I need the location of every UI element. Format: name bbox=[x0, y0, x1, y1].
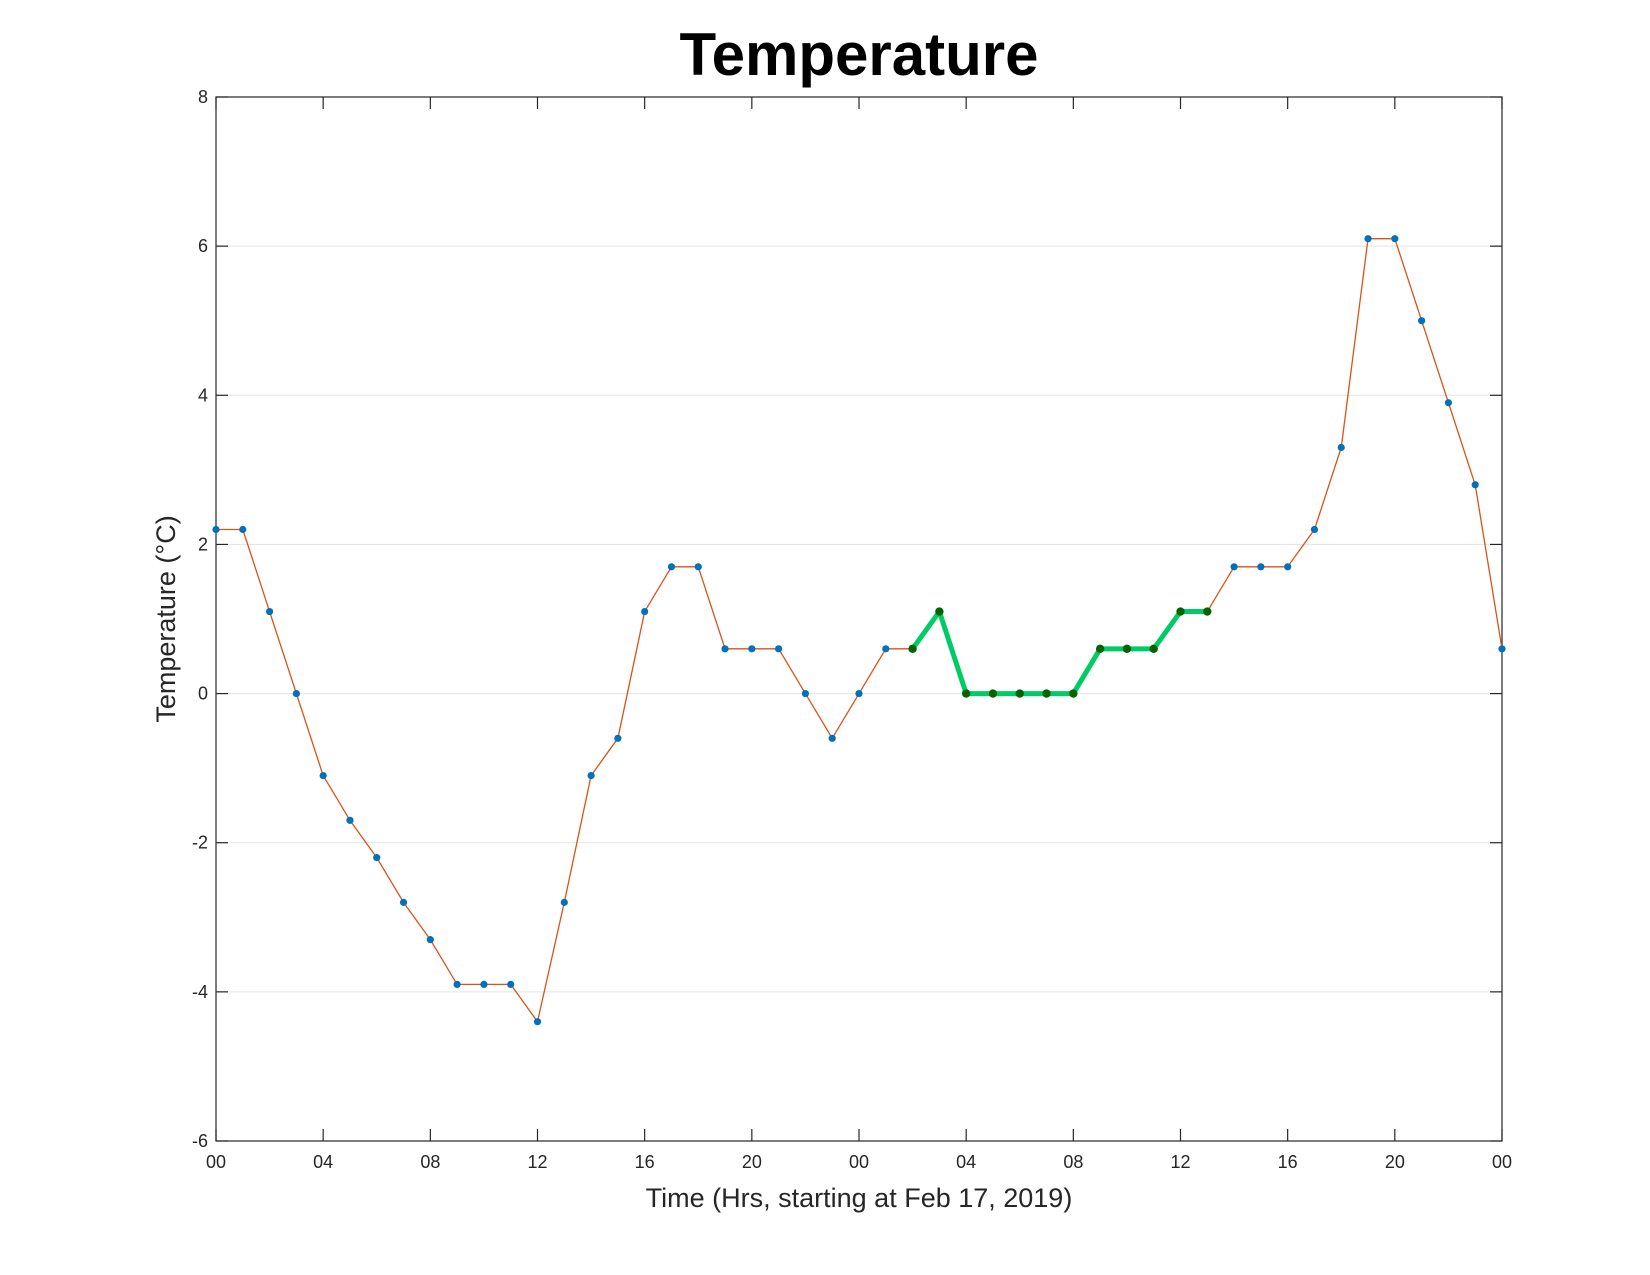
data-point bbox=[1391, 235, 1399, 243]
highlight-point bbox=[1122, 644, 1132, 654]
plot-area-frame bbox=[215, 96, 1503, 1142]
data-point bbox=[587, 772, 595, 780]
x-tick-label: 20 bbox=[1385, 1152, 1405, 1172]
axis-ticks: -6 -4 -2 0 2 4 6 8 00 04 08 12 16 20 00 04 08 12 16 20 00 bbox=[192, 87, 1512, 1172]
x-tick-label: 08 bbox=[420, 1152, 440, 1172]
data-point bbox=[1444, 399, 1453, 407]
data-point bbox=[801, 689, 810, 698]
x-axis-label: Time (Hrs, starting at Feb 17, 2019) bbox=[646, 1183, 1073, 1213]
data-series bbox=[212, 235, 1506, 1026]
data-point bbox=[1364, 235, 1372, 243]
highlight-point bbox=[961, 689, 971, 698]
highlight-point bbox=[908, 644, 917, 654]
data-point bbox=[1471, 481, 1479, 489]
y-tick-label: -4 bbox=[192, 982, 208, 1002]
data-point bbox=[1337, 443, 1345, 452]
data-point bbox=[346, 816, 354, 824]
data-point bbox=[1498, 645, 1506, 653]
data-point bbox=[426, 936, 434, 944]
temperature-line bbox=[215, 238, 1503, 1023]
x-tick-label: 08 bbox=[1063, 1152, 1083, 1172]
x-tick-label: 16 bbox=[1278, 1152, 1298, 1172]
highlight-point bbox=[1095, 644, 1105, 654]
data-point bbox=[560, 898, 568, 906]
y-tick-label: -6 bbox=[192, 1131, 208, 1151]
x-tick-label: 00 bbox=[1492, 1152, 1512, 1172]
highlight-point bbox=[1015, 689, 1024, 698]
x-tick-label: 04 bbox=[313, 1152, 333, 1172]
y-tick-label: 0 bbox=[198, 684, 208, 704]
data-point bbox=[453, 980, 461, 989]
data-point bbox=[212, 525, 220, 534]
y-tick-label: 6 bbox=[198, 236, 208, 256]
data-point bbox=[319, 772, 327, 780]
data-point bbox=[694, 563, 702, 571]
data-point bbox=[533, 1018, 542, 1026]
data-point bbox=[1310, 525, 1319, 534]
grid-lines bbox=[216, 245, 1502, 993]
highlight-point bbox=[935, 607, 944, 616]
chart-title: Temperature bbox=[679, 21, 1038, 88]
data-point bbox=[641, 607, 649, 616]
y-tick-label: 8 bbox=[198, 87, 208, 107]
highlight-point bbox=[1149, 644, 1158, 654]
data-point bbox=[265, 607, 274, 616]
x-tick-label: 12 bbox=[1170, 1152, 1190, 1172]
data-point bbox=[1257, 563, 1265, 571]
y-tick-label: 2 bbox=[198, 534, 208, 554]
y-tick-label: -2 bbox=[192, 833, 208, 853]
highlight-point bbox=[1176, 607, 1185, 616]
data-point bbox=[775, 645, 783, 653]
data-point bbox=[882, 645, 890, 653]
y-axis-label: Temperature (°C) bbox=[151, 515, 181, 722]
data-point bbox=[373, 854, 381, 862]
data-point bbox=[1230, 563, 1238, 571]
x-tick-label: 12 bbox=[527, 1152, 547, 1172]
highlight-point bbox=[1042, 689, 1051, 698]
highlight-point bbox=[988, 689, 998, 698]
data-point bbox=[480, 980, 488, 989]
x-tick-label: 00 bbox=[849, 1152, 869, 1172]
data-point bbox=[748, 645, 756, 653]
data-point bbox=[614, 734, 622, 742]
data-point bbox=[828, 734, 836, 742]
data-point bbox=[721, 645, 729, 653]
y-tick-label: 4 bbox=[198, 385, 208, 405]
highlight-point bbox=[1203, 607, 1212, 616]
data-point bbox=[1284, 563, 1292, 571]
data-point bbox=[292, 689, 300, 698]
data-point bbox=[239, 525, 247, 534]
data-point bbox=[855, 689, 863, 698]
data-point bbox=[667, 563, 676, 571]
highlight-line bbox=[910, 609, 1210, 697]
data-point bbox=[399, 898, 408, 906]
x-tick-label: 04 bbox=[956, 1152, 976, 1172]
data-point bbox=[507, 980, 515, 989]
highlight-point bbox=[1069, 689, 1078, 698]
x-tick-label: 00 bbox=[206, 1152, 226, 1172]
x-tick-label: 16 bbox=[635, 1152, 655, 1172]
x-tick-label: 20 bbox=[742, 1152, 762, 1172]
data-point bbox=[1418, 317, 1426, 325]
